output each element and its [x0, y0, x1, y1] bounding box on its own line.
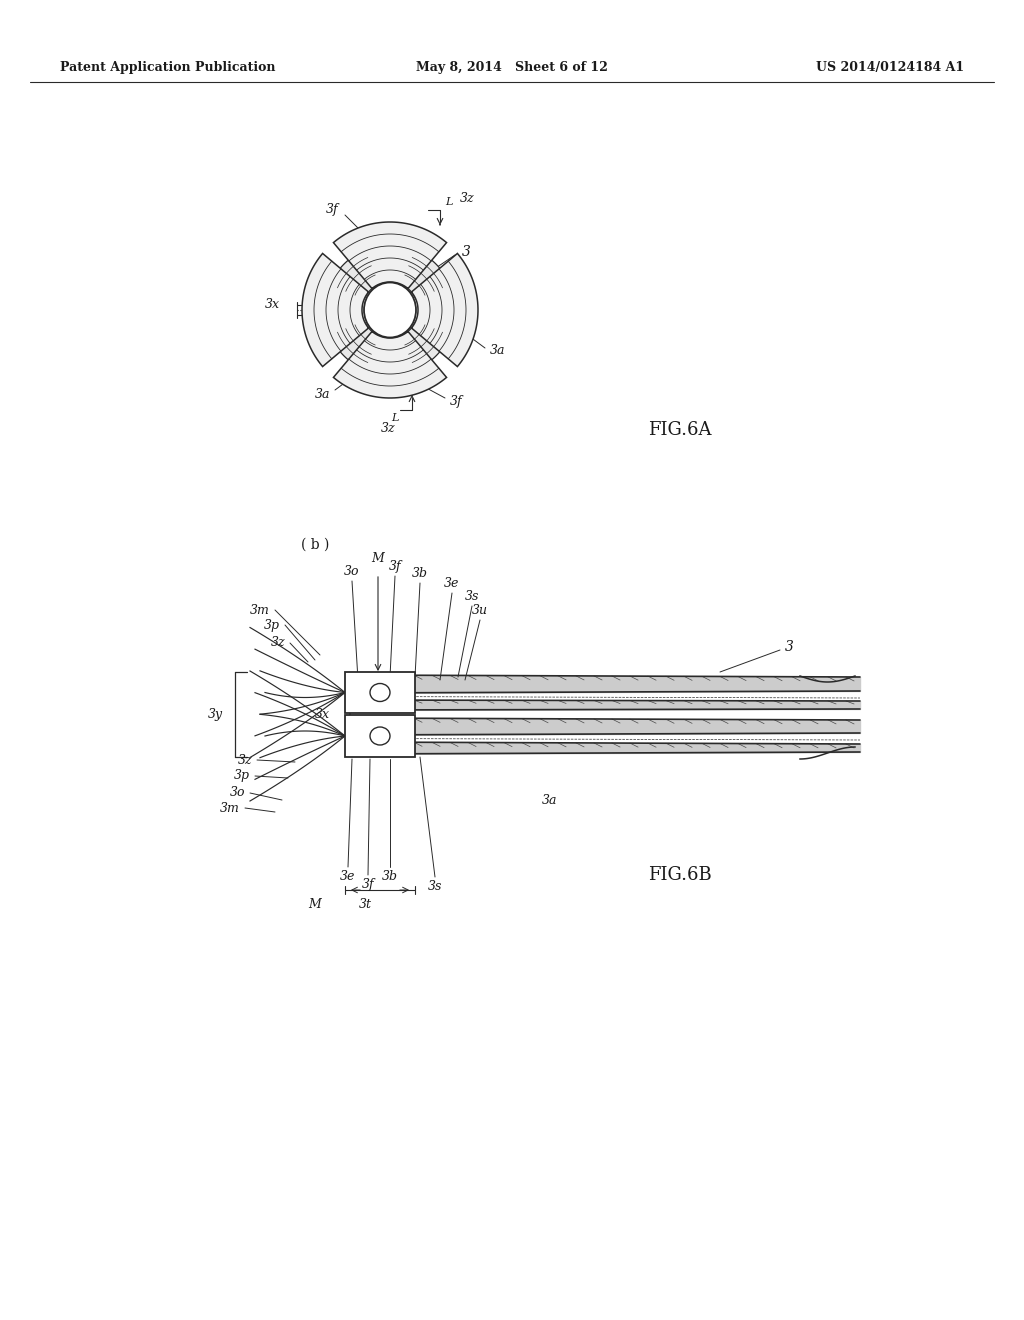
Polygon shape: [302, 253, 369, 367]
Text: 3b: 3b: [412, 568, 428, 579]
Text: 3f: 3f: [450, 396, 463, 408]
Ellipse shape: [370, 684, 390, 701]
Text: 3x: 3x: [315, 708, 330, 721]
Text: 3a: 3a: [314, 388, 330, 401]
Text: Patent Application Publication: Patent Application Publication: [60, 62, 275, 74]
Ellipse shape: [364, 282, 416, 338]
Polygon shape: [334, 331, 446, 399]
Text: M: M: [308, 898, 322, 911]
Text: L: L: [391, 413, 398, 422]
Bar: [345, 715, 415, 756]
Polygon shape: [401, 321, 450, 370]
Text: ( b ): ( b ): [301, 539, 329, 552]
Text: 3t: 3t: [358, 898, 372, 911]
Polygon shape: [334, 222, 446, 289]
Text: 3f: 3f: [326, 203, 338, 216]
Text: May 8, 2014   Sheet 6 of 12: May 8, 2014 Sheet 6 of 12: [416, 62, 608, 74]
Text: 3e: 3e: [340, 870, 355, 883]
Text: 3f: 3f: [389, 560, 401, 573]
Polygon shape: [330, 251, 379, 300]
Text: 3a: 3a: [490, 343, 506, 356]
Text: L: L: [445, 197, 453, 207]
Bar: [345, 672, 415, 713]
Text: 3b: 3b: [382, 870, 398, 883]
Text: FIG.6A: FIG.6A: [648, 421, 712, 440]
Text: 3o: 3o: [344, 565, 359, 578]
Text: 3a: 3a: [543, 793, 558, 807]
Text: 3p: 3p: [234, 770, 250, 783]
Text: 3u: 3u: [472, 605, 488, 616]
Text: FIG.6B: FIG.6B: [648, 866, 712, 884]
Polygon shape: [401, 251, 450, 300]
Text: 3: 3: [462, 246, 471, 259]
Ellipse shape: [370, 727, 390, 744]
Text: 3p: 3p: [264, 619, 280, 631]
Text: M: M: [372, 552, 384, 565]
Text: 3z: 3z: [270, 635, 285, 648]
Text: US 2014/0124184 A1: US 2014/0124184 A1: [816, 62, 964, 74]
Polygon shape: [330, 321, 379, 370]
Text: 3e: 3e: [444, 577, 460, 590]
Text: 3m: 3m: [220, 801, 240, 814]
Text: 3z: 3z: [381, 421, 395, 434]
Text: 3s: 3s: [465, 590, 479, 603]
Text: 3s: 3s: [428, 880, 442, 894]
Text: 3o: 3o: [229, 785, 245, 799]
Text: 3y: 3y: [208, 708, 223, 721]
Text: 3x: 3x: [265, 298, 280, 312]
Text: 3m: 3m: [250, 603, 270, 616]
Text: 3z: 3z: [460, 191, 475, 205]
Polygon shape: [412, 253, 478, 367]
Text: 3f: 3f: [361, 878, 375, 891]
Text: 3: 3: [785, 640, 794, 653]
Text: 3z: 3z: [238, 754, 252, 767]
